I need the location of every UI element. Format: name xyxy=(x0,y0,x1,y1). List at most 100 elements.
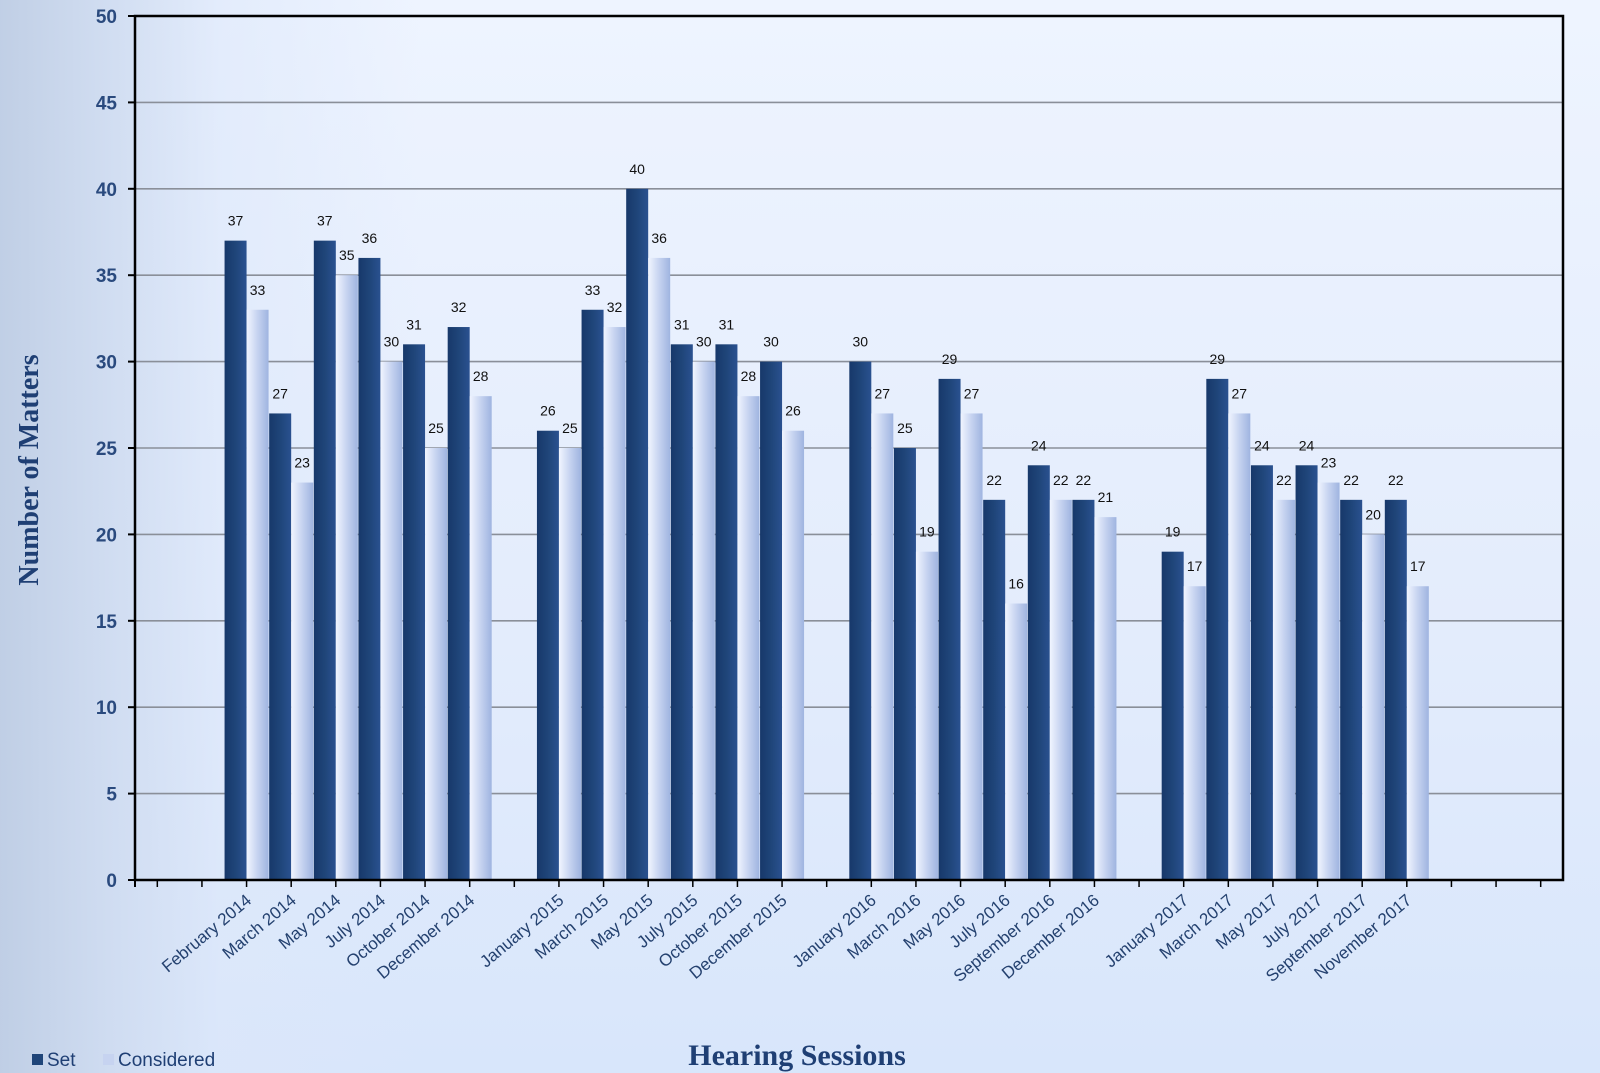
data-label: 30 xyxy=(696,334,712,350)
bar-considered xyxy=(291,482,314,880)
bar-set xyxy=(938,378,961,880)
data-label: 17 xyxy=(1187,558,1203,574)
data-label: 23 xyxy=(1321,455,1337,471)
bar-considered xyxy=(469,396,492,880)
bar-considered xyxy=(1406,586,1429,880)
bar-set xyxy=(1027,465,1050,880)
y-axis-label: Number of Matters xyxy=(14,354,45,585)
bar-set xyxy=(1384,499,1407,880)
bar-set xyxy=(403,344,426,880)
data-label: 33 xyxy=(585,282,601,298)
bar-considered xyxy=(603,327,626,880)
data-label: 27 xyxy=(964,385,980,401)
bars xyxy=(224,188,1429,881)
y-tick-label: 30 xyxy=(96,353,117,374)
bar-set xyxy=(1295,465,1318,880)
y-tick-label: 20 xyxy=(96,525,117,546)
y-tick-label: 25 xyxy=(96,439,118,460)
data-label: 19 xyxy=(919,524,935,540)
bar-considered xyxy=(692,361,715,881)
data-label: 22 xyxy=(1053,472,1069,488)
bar-considered xyxy=(425,448,448,880)
data-label: 22 xyxy=(1343,472,1359,488)
data-label: 29 xyxy=(942,351,958,367)
data-label: 26 xyxy=(540,403,556,419)
data-label: 25 xyxy=(897,420,913,436)
y-tick-label: 35 xyxy=(96,266,118,287)
data-label: 20 xyxy=(1365,506,1381,522)
bar-considered xyxy=(335,275,358,880)
bar-set xyxy=(983,499,1006,880)
bar-set xyxy=(224,240,247,880)
legend-label-set: Set xyxy=(47,1050,76,1071)
data-label: 31 xyxy=(719,316,735,332)
data-label: 31 xyxy=(674,316,690,332)
bar-set xyxy=(1340,499,1363,880)
bar-considered xyxy=(1183,586,1206,880)
bar-set xyxy=(1250,465,1273,880)
legend: Set Considered xyxy=(32,1050,215,1071)
bar-set xyxy=(670,344,693,880)
bar-considered xyxy=(1005,603,1028,880)
data-label: 23 xyxy=(294,455,310,471)
legend-label-considered: Considered xyxy=(118,1050,215,1071)
bar-considered xyxy=(871,413,894,880)
y-tick-label: 45 xyxy=(96,93,118,114)
data-label: 29 xyxy=(1210,351,1226,367)
bar-set xyxy=(626,188,649,881)
data-label: 36 xyxy=(362,230,378,246)
bar-considered xyxy=(380,361,403,881)
data-label: 28 xyxy=(741,368,757,384)
data-label: 22 xyxy=(986,472,1002,488)
data-label: 27 xyxy=(1232,385,1248,401)
bar-considered xyxy=(915,551,938,880)
data-label: 27 xyxy=(875,385,891,401)
data-label: 36 xyxy=(651,230,667,246)
data-label: 30 xyxy=(763,334,779,350)
bar-considered xyxy=(960,413,983,880)
data-labels: 37 33 27 23 37 35 36 30 31 25 32 28 26 25 33 32 40 36 31 30… xyxy=(228,161,1426,592)
bar-considered xyxy=(737,396,760,880)
bar-set xyxy=(313,240,336,880)
y-tick-label: 10 xyxy=(96,698,117,719)
y-tick-label: 15 xyxy=(96,612,118,633)
bar-considered xyxy=(1228,413,1251,880)
bar-considered xyxy=(558,448,581,880)
data-label: 19 xyxy=(1165,524,1181,540)
x-axis-label: Hearing Sessions xyxy=(688,1039,906,1072)
bar-considered xyxy=(648,257,671,880)
data-label: 37 xyxy=(317,213,333,229)
data-label: 33 xyxy=(250,282,266,298)
data-label: 17 xyxy=(1410,558,1426,574)
bar-considered xyxy=(1272,499,1295,880)
y-tick-label: 40 xyxy=(96,180,117,201)
bar-set xyxy=(1072,499,1095,880)
bar-considered xyxy=(1362,534,1385,880)
data-label: 16 xyxy=(1008,576,1024,592)
data-label: 22 xyxy=(1388,472,1404,488)
plot-frame xyxy=(133,14,1565,882)
y-tick-label: 0 xyxy=(106,871,117,892)
bar-set xyxy=(893,448,916,880)
bar-considered xyxy=(782,430,805,880)
data-label: 21 xyxy=(1098,489,1114,505)
data-label: 25 xyxy=(562,420,578,436)
data-label: 28 xyxy=(473,368,489,384)
bar-set xyxy=(447,327,470,880)
data-label: 26 xyxy=(785,403,801,419)
bar-set xyxy=(1206,378,1229,880)
data-label: 31 xyxy=(406,316,422,332)
data-label: 30 xyxy=(384,334,400,350)
bar-set xyxy=(536,430,559,880)
bar-considered xyxy=(1049,499,1072,880)
legend-swatch-considered xyxy=(103,1054,114,1065)
bar-considered xyxy=(1094,517,1117,880)
bar-set xyxy=(269,413,292,880)
bar-considered xyxy=(246,309,269,880)
y-axis-ticks: 0 5 10 15 20 25 30 35 40 45 50 xyxy=(96,7,135,892)
bar-set xyxy=(760,361,783,881)
bar-set xyxy=(1161,551,1184,880)
y-tick-label: 5 xyxy=(106,785,117,806)
bar-set xyxy=(715,344,738,880)
